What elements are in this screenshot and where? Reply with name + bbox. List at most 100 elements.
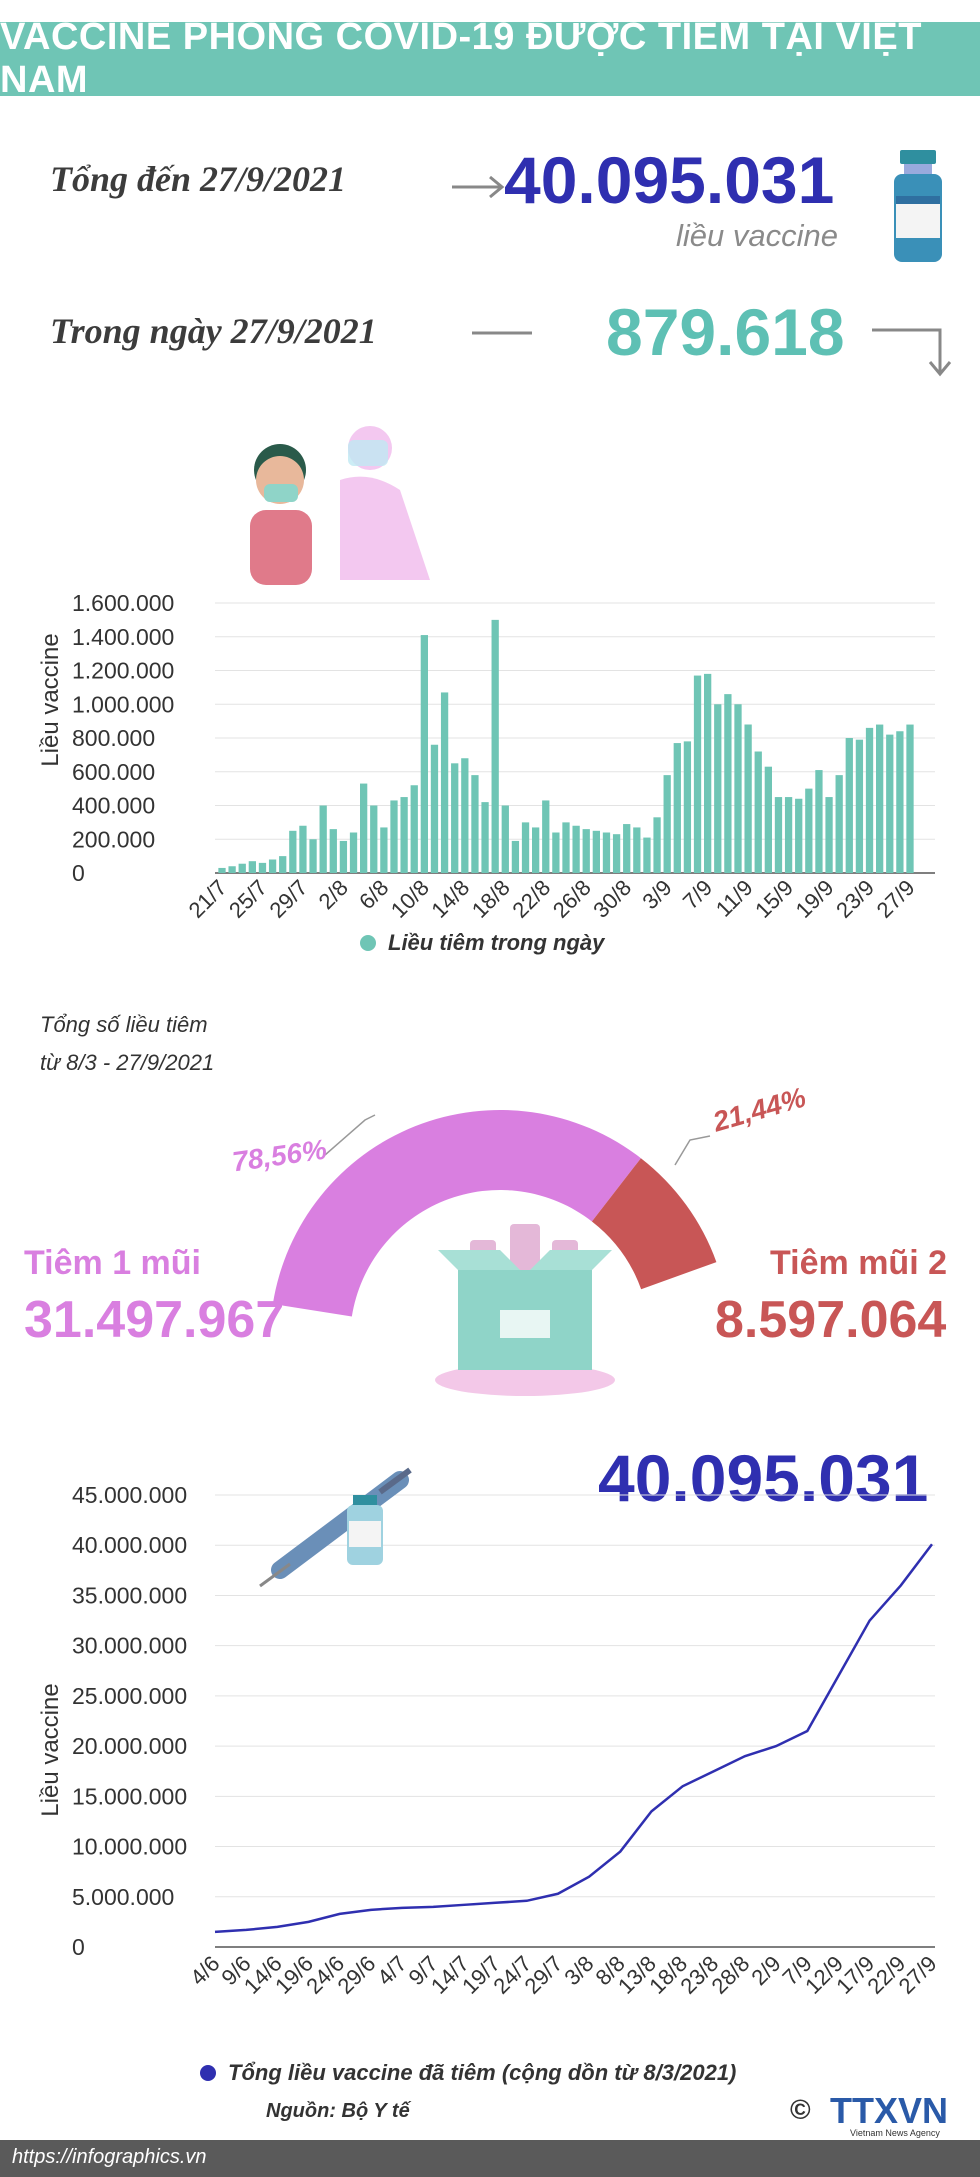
- y-tick-label: 600.000: [72, 759, 155, 785]
- bar-23/9: [865, 727, 874, 873]
- bar-25/7: [258, 862, 267, 873]
- bar-7/9: [704, 673, 712, 873]
- x-tick-label: 2/8: [314, 875, 353, 914]
- cumulative-line: [214, 1543, 933, 1934]
- bar-25/9: [886, 734, 894, 873]
- bar-21/9: [845, 738, 853, 873]
- bar-5/8: [370, 805, 378, 873]
- x-tick-label: 10/8: [386, 875, 434, 923]
- bar-31/8: [633, 827, 641, 873]
- footer-bar: https://infographics.vn: [0, 2140, 980, 2177]
- bar-21/7: [218, 867, 226, 873]
- bar-18/8: [501, 805, 509, 873]
- bar-19/9: [825, 797, 833, 873]
- bar-16/8: [481, 802, 489, 873]
- x-tick-label: 7/9: [678, 875, 717, 914]
- dose2-label: Tiêm mũi 2: [770, 1244, 947, 1282]
- y-tick-label: 1.400.000: [72, 624, 174, 650]
- bar-9/9: [724, 694, 732, 873]
- bar-legend: Liều tiêm trong ngày: [360, 930, 604, 956]
- bar-30/7: [309, 839, 317, 873]
- y-tick-label: 5.000.000: [72, 1884, 174, 1910]
- vaccination-illustration-icon: [250, 426, 430, 585]
- bar-24/8: [562, 822, 570, 873]
- bar-16/9: [795, 798, 803, 873]
- y-axis-label: Liều vaccine: [37, 633, 64, 766]
- cumulative-headline: 40.095.031: [598, 1441, 929, 1515]
- arrow-right-icon: [452, 175, 505, 199]
- bar-10/9: [734, 704, 742, 873]
- x-tick-label: 6/8: [354, 875, 393, 914]
- bar-4/9: [673, 743, 681, 873]
- bar-2/8: [339, 840, 348, 873]
- bar-18/9: [815, 770, 823, 873]
- total-label: Tổng đến 27/9/2021: [50, 159, 347, 199]
- y-tick-label: 200.000: [72, 826, 155, 852]
- dose1-label: Tiêm 1 mũi: [24, 1244, 201, 1282]
- legend-swatch: [200, 2065, 216, 2081]
- x-tick-label: 25/7: [224, 875, 272, 923]
- y-tick-label: 45.000.000: [72, 1482, 187, 1508]
- donut-title-line1: Tổng số liều tiêm: [40, 1012, 208, 1037]
- syringe-icon: [259, 1467, 412, 1588]
- bar-4/8: [360, 783, 368, 873]
- bar-22/7: [228, 866, 236, 873]
- y-tick-label: 25.000.000: [72, 1683, 187, 1709]
- x-tick-label: 28/8: [707, 1951, 755, 1999]
- y-tick-label: 15.000.000: [72, 1783, 187, 1809]
- vaccine-vial-icon: [894, 150, 942, 262]
- x-tick-label: 27/9: [872, 875, 920, 923]
- bar-12/9: [754, 751, 762, 873]
- daily-label: Trong ngày 27/9/2021: [50, 311, 377, 351]
- y-tick-label: 1.200.000: [72, 658, 174, 684]
- footer-url[interactable]: https://infographics.vn: [12, 2146, 207, 2168]
- bar-8/9: [714, 704, 722, 873]
- bar-22/9: [855, 739, 864, 873]
- logo-text: TTXVN: [830, 2090, 949, 2131]
- x-tick-label: 29/7: [265, 875, 313, 923]
- bar-29/7: [299, 825, 307, 873]
- bar-24/9: [876, 724, 884, 873]
- daily-value: 879.618: [606, 295, 845, 369]
- bar-22/8: [542, 800, 550, 873]
- bar-1/9: [643, 837, 651, 873]
- pct-leader-lines: [324, 1114, 711, 1166]
- bar-31/7: [319, 805, 327, 873]
- bar-15/8: [471, 775, 479, 873]
- y-tick-label: 1.000.000: [72, 691, 174, 717]
- bar-27/9: [906, 724, 914, 873]
- y-tick-label: 10.000.000: [72, 1834, 187, 1860]
- x-tick-label: 23/9: [831, 875, 879, 923]
- dose2-arc: [591, 1158, 717, 1290]
- y-tick-label: 0: [72, 1934, 85, 1960]
- x-tick-label: 22/8: [507, 875, 555, 923]
- bar-10/8: [420, 635, 428, 873]
- bar-19/8: [511, 840, 520, 873]
- x-tick-label: 26/8: [548, 875, 596, 923]
- x-tick-label: 15/9: [750, 875, 798, 923]
- dash-icon: [472, 331, 532, 335]
- dose2-value: 8.597.064: [715, 1291, 947, 1349]
- bar-27/7: [279, 856, 287, 873]
- x-tick-label: 27/9: [894, 1951, 942, 1999]
- page-title: VACCINE PHÒNG COVID-19 ĐƯỢC TIÊM TẠI VIỆ…: [0, 16, 980, 101]
- bar-25/8: [572, 825, 580, 873]
- ttxvn-logo: © TTXVN Vietnam News Agency: [790, 2090, 949, 2138]
- y-tick-label: 20.000.000: [72, 1733, 187, 1759]
- bar-12/8: [440, 692, 449, 873]
- bar-23/8: [552, 832, 560, 873]
- x-tick-label: 29/7: [519, 1951, 567, 1999]
- total-unit: liều vaccine: [676, 218, 838, 253]
- bar-13/9: [764, 766, 772, 873]
- bar-23/7: [238, 863, 246, 873]
- x-tick-label: 14/8: [426, 875, 474, 923]
- bar-14/9: [774, 797, 783, 873]
- dose1-arc: [272, 1110, 641, 1317]
- bar-20/8: [521, 822, 530, 873]
- y-tick-label: 40.000.000: [72, 1532, 187, 1558]
- bar-17/8: [491, 619, 499, 873]
- bar-3/9: [663, 775, 671, 873]
- vaccine-box-icon: [435, 1224, 615, 1396]
- bar-17/9: [805, 788, 813, 873]
- y-tick-label: 35.000.000: [72, 1582, 187, 1608]
